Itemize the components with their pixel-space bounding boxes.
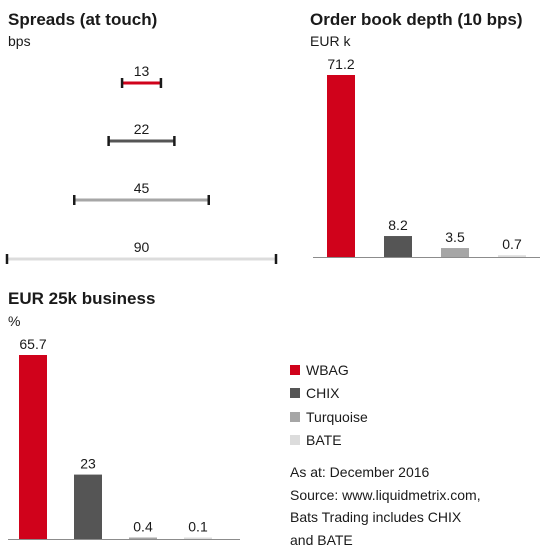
depth-bar-bate (498, 255, 526, 257)
business-bar-bate (184, 537, 212, 539)
spread-value-label-bate: 90 (134, 239, 150, 255)
footnote-note-line1: Bats Trading includes CHIX (290, 509, 462, 525)
spread-value-label-turquoise: 45 (134, 180, 150, 196)
business-chart-unit: % (8, 313, 21, 329)
footnote-note-line2: and BATE (290, 531, 353, 548)
depth-chart-title: Order book depth (10 bps) (310, 10, 523, 29)
depth-value-label-turquoise: 3.5 (445, 229, 465, 245)
depth-value-label-chix: 8.2 (388, 217, 408, 233)
depth-value-label-wbag: 71.2 (327, 56, 354, 72)
footnote-source: Source: www.liquidmetrix.com, (290, 486, 481, 503)
business-chart-title: EUR 25k business (8, 289, 156, 308)
business-bar-chix (74, 474, 102, 539)
legend-item-turquoise: Turquoise (290, 405, 368, 429)
business-bar-wbag (19, 355, 47, 539)
legend-swatch-turquoise (290, 411, 300, 422)
depth-chart-unit: EUR k (310, 33, 351, 49)
business-bar-turquoise (129, 537, 157, 539)
spread-value-label-wbag: 13 (134, 63, 150, 79)
legend-swatch-wbag (290, 364, 300, 375)
legend-label-turquoise: Turquoise (306, 408, 368, 425)
legend-item-bate: BATE (290, 429, 368, 453)
legend-item-chix: CHIX (290, 382, 368, 406)
spreads-chart-title: Spreads (at touch) (8, 10, 158, 29)
spreads-chart-unit: bps (8, 33, 31, 49)
legend-swatch-bate (290, 435, 300, 446)
footnote-date: As at: December 2016 (290, 464, 430, 480)
footnote: As at: December 2016 Source: www.liquidm… (290, 461, 481, 551)
depth-bar-chix (384, 236, 412, 257)
business-value-label-chix: 23 (80, 456, 96, 472)
legend-label-chix: CHIX (306, 385, 340, 402)
spread-value-label-chix: 22 (134, 121, 150, 137)
legend-item-wbag: WBAG (290, 358, 368, 382)
legend-label-bate: BATE (306, 432, 342, 449)
legend-label-wbag: WBAG (306, 361, 349, 378)
legend-swatch-chix (290, 388, 300, 399)
business-value-label-bate: 0.1 (188, 519, 208, 535)
business-value-label-wbag: 65.7 (19, 336, 46, 352)
depth-value-label-bate: 0.7 (502, 236, 522, 252)
depth-bar-wbag (327, 75, 355, 257)
depth-bar-turquoise (441, 248, 469, 257)
business-value-label-turquoise: 0.4 (133, 519, 153, 535)
legend: WBAG CHIX Turquoise BATE (290, 358, 368, 452)
